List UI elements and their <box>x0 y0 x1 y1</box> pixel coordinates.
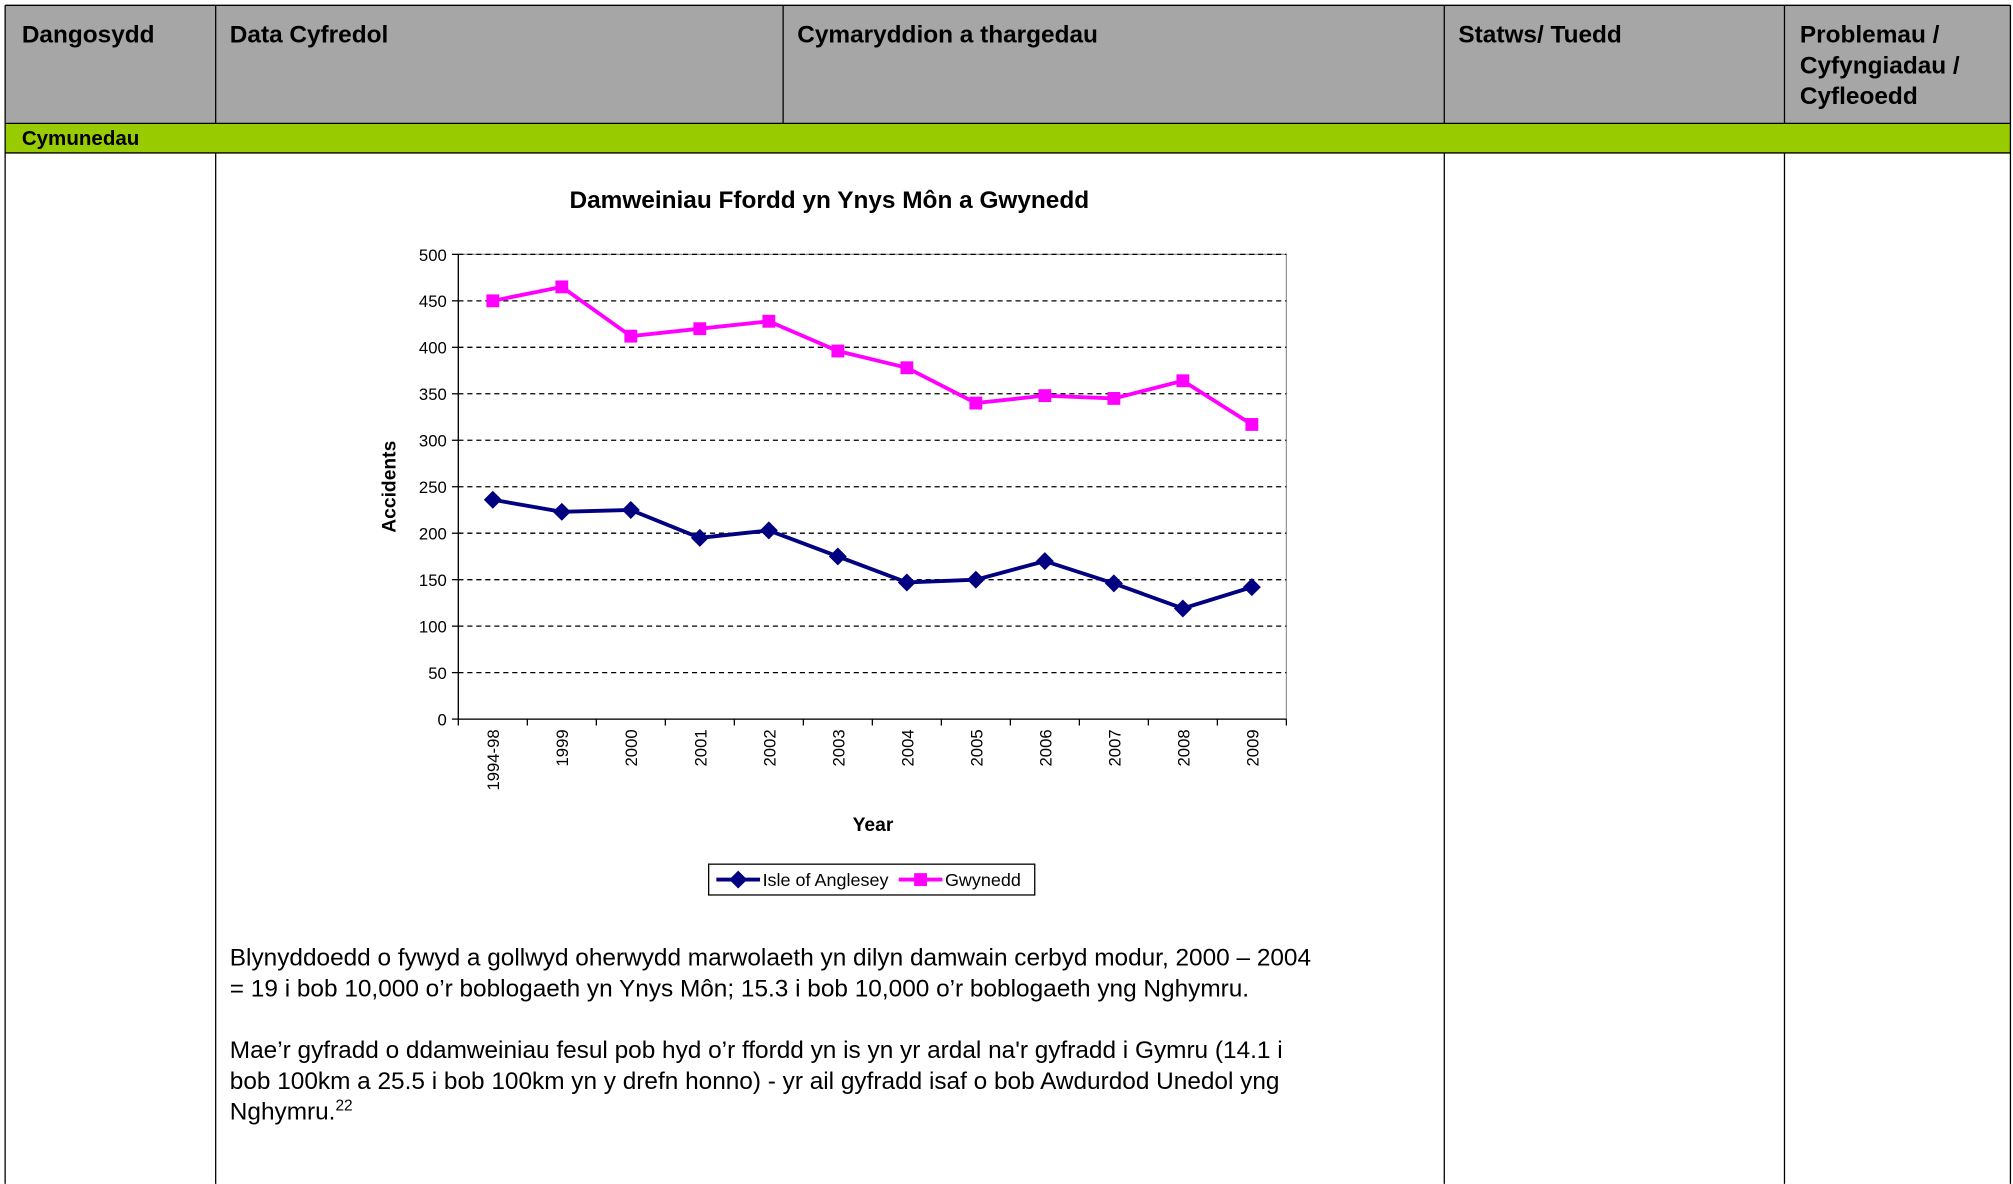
column-header: Problemau / <box>1800 22 1940 49</box>
series-line <box>492 497 1253 611</box>
data-point <box>1107 392 1121 405</box>
legend-label: Gwynedd <box>945 870 1021 890</box>
paragraph-line: bob 100km a 25.5 i bob 100km yn y drefn … <box>230 1068 1280 1095</box>
x-tick-label: 1994-98 <box>484 729 503 790</box>
data-point <box>486 294 500 308</box>
data-point <box>1176 374 1190 388</box>
data-point <box>966 570 985 589</box>
data-point <box>1038 389 1052 403</box>
data-point <box>831 344 845 358</box>
legend-marker <box>729 870 748 889</box>
legend-label: Isle of Anglesey <box>763 870 889 890</box>
column-header: Cyfyngiadau / <box>1800 52 1960 79</box>
series-line <box>492 284 1253 427</box>
section-row <box>5 123 2011 153</box>
column-header: Dangosydd <box>22 22 155 49</box>
x-tick-label: 2009 <box>1243 729 1262 766</box>
y-tick-label: 500 <box>419 246 447 265</box>
data-point <box>762 314 776 328</box>
data-point <box>969 396 983 410</box>
y-tick-label: 250 <box>419 478 447 497</box>
legend-box <box>708 863 1036 896</box>
x-tick-label: 1999 <box>553 729 572 766</box>
table-lines <box>4 4 2012 1184</box>
paragraph-line: Blynyddoedd o fywyd a gollwyd oherwydd m… <box>230 945 1311 972</box>
data-point <box>483 490 502 509</box>
paragraph-line: = 19 i bob 10,000 o’r boblogaeth yn Ynys… <box>230 975 1249 1002</box>
data-point <box>1245 418 1259 431</box>
x-axis-label: Year <box>853 815 894 836</box>
y-tick-label: 400 <box>419 339 447 358</box>
data-point <box>693 322 707 336</box>
column-header: Data Cyfredol <box>230 22 388 49</box>
x-tick-label: 2002 <box>760 729 779 766</box>
column-header: Cyfleoedd <box>1800 83 1918 110</box>
x-tick-label: 2003 <box>829 729 848 766</box>
y-tick-label: 450 <box>419 292 447 311</box>
paragraph-line: Mae’r gyfradd o ddamweiniau fesul pob hy… <box>230 1037 1283 1064</box>
y-tick-label: 50 <box>428 664 447 683</box>
y-axis-label: Accidents <box>379 441 400 533</box>
x-tick-label: 2001 <box>691 729 710 766</box>
column-header: Cymaryddion a thargedau <box>797 22 1098 49</box>
data-point <box>1173 599 1192 618</box>
x-tick-label: 2004 <box>898 729 917 766</box>
y-tick-label: 350 <box>419 385 447 404</box>
x-tick-label: 2006 <box>1036 729 1055 766</box>
x-tick-label: 2007 <box>1105 729 1124 766</box>
data-point <box>621 500 640 519</box>
column-header: Statws/ Tuedd <box>1458 22 1621 49</box>
x-tick-label: 2000 <box>622 729 641 766</box>
y-tick-label: 300 <box>419 432 447 451</box>
footnote: 22 <box>335 1098 352 1115</box>
x-tick-label: 2008 <box>1174 729 1193 766</box>
x-tick-label: 2005 <box>967 729 986 766</box>
y-tick-label: 200 <box>419 525 447 544</box>
legend-marker <box>914 873 927 886</box>
data-point <box>624 329 638 343</box>
y-tick-label: 150 <box>419 571 447 590</box>
chart-title: Damweiniau Ffordd yn Ynys Môn a Gwynedd <box>570 187 1090 214</box>
paragraph-line: Nghymru.22 <box>230 1098 353 1126</box>
header-row <box>5 5 2011 124</box>
y-tick-label: 100 <box>419 618 447 637</box>
y-tick-label: 0 <box>437 711 446 730</box>
section-label: Cymunedau <box>22 127 140 150</box>
data-point <box>900 361 914 375</box>
data-point <box>555 280 569 294</box>
